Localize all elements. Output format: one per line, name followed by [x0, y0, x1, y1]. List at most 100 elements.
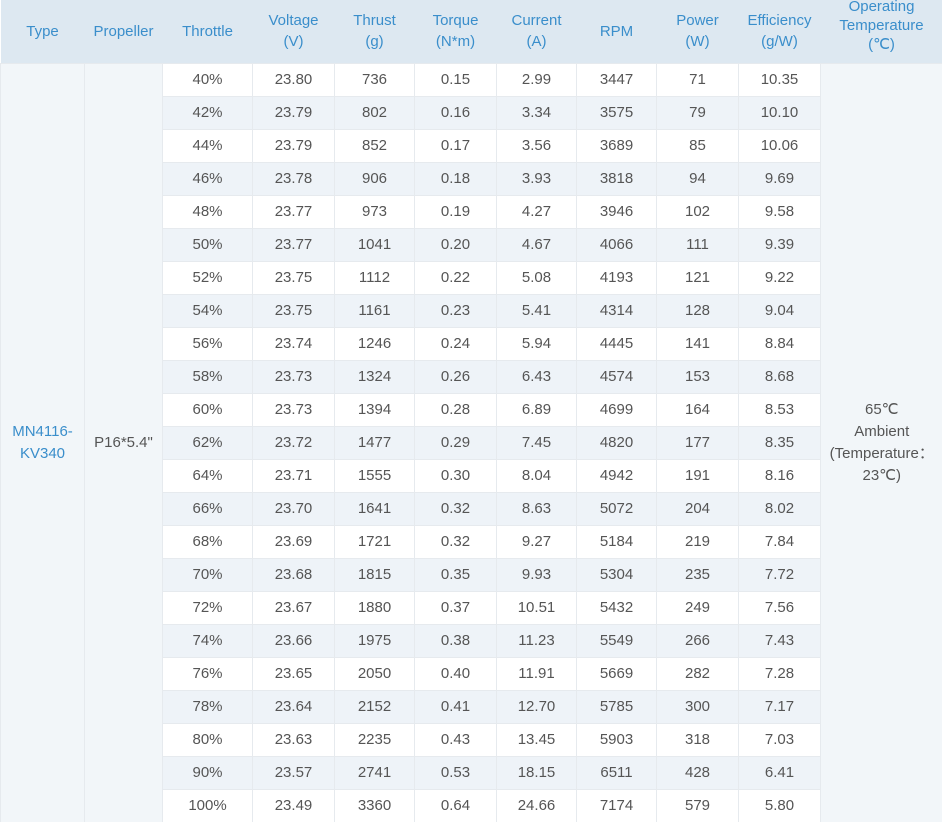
power-cell: 85 — [657, 129, 739, 162]
current-cell: 4.67 — [497, 228, 577, 261]
power-cell: 318 — [657, 723, 739, 756]
throttle-cell: 48% — [163, 195, 253, 228]
rpm-cell: 3946 — [577, 195, 657, 228]
current-cell: 13.45 — [497, 723, 577, 756]
header-torque-label: Torque — [417, 10, 495, 31]
voltage-cell: 23.77 — [253, 228, 335, 261]
header-power: Power (W) — [657, 0, 739, 63]
efficiency-cell: 9.39 — [739, 228, 821, 261]
thrust-cell: 2152 — [335, 690, 415, 723]
rpm-cell: 5072 — [577, 492, 657, 525]
header-power-label: Power — [659, 10, 737, 31]
power-cell: 300 — [657, 690, 739, 723]
header-rpm: RPM — [577, 0, 657, 63]
thrust-cell: 906 — [335, 162, 415, 195]
thrust-cell: 1555 — [335, 459, 415, 492]
rpm-cell: 5432 — [577, 591, 657, 624]
current-cell: 8.63 — [497, 492, 577, 525]
table-header: Type Propeller Throttle Voltage (V) Thru… — [1, 0, 942, 63]
rpm-cell: 3689 — [577, 129, 657, 162]
torque-cell: 0.22 — [415, 261, 497, 294]
voltage-cell: 23.68 — [253, 558, 335, 591]
rpm-cell: 4820 — [577, 426, 657, 459]
efficiency-cell: 7.72 — [739, 558, 821, 591]
power-cell: 71 — [657, 63, 739, 96]
throttle-cell: 64% — [163, 459, 253, 492]
thrust-cell: 1112 — [335, 261, 415, 294]
header-temperature-line2: Temperature — [823, 16, 941, 35]
current-cell: 3.34 — [497, 96, 577, 129]
throttle-cell: 52% — [163, 261, 253, 294]
header-thrust-label: Thrust — [337, 10, 413, 31]
rpm-cell: 3447 — [577, 63, 657, 96]
rpm-cell: 5785 — [577, 690, 657, 723]
torque-cell: 0.29 — [415, 426, 497, 459]
throttle-cell: 50% — [163, 228, 253, 261]
rpm-cell: 4066 — [577, 228, 657, 261]
header-temperature-unit: (℃) — [823, 35, 941, 54]
throttle-cell: 54% — [163, 294, 253, 327]
voltage-cell: 23.78 — [253, 162, 335, 195]
torque-cell: 0.15 — [415, 63, 497, 96]
torque-cell: 0.28 — [415, 393, 497, 426]
voltage-cell: 23.67 — [253, 591, 335, 624]
power-cell: 579 — [657, 789, 739, 822]
thrust-cell: 1394 — [335, 393, 415, 426]
power-cell: 94 — [657, 162, 739, 195]
header-voltage-label: Voltage — [255, 10, 333, 31]
torque-cell: 0.43 — [415, 723, 497, 756]
voltage-cell: 23.71 — [253, 459, 335, 492]
rpm-cell: 3575 — [577, 96, 657, 129]
rpm-cell: 3818 — [577, 162, 657, 195]
header-efficiency-label: Efficiency — [741, 10, 819, 31]
voltage-cell: 23.70 — [253, 492, 335, 525]
torque-cell: 0.40 — [415, 657, 497, 690]
voltage-cell: 23.79 — [253, 129, 335, 162]
power-cell: 235 — [657, 558, 739, 591]
thrust-cell: 1815 — [335, 558, 415, 591]
current-cell: 24.66 — [497, 789, 577, 822]
efficiency-cell: 7.43 — [739, 624, 821, 657]
voltage-cell: 23.65 — [253, 657, 335, 690]
thrust-cell: 1721 — [335, 525, 415, 558]
header-propeller: Propeller — [85, 0, 163, 63]
efficiency-cell: 10.35 — [739, 63, 821, 96]
throttle-cell: 100% — [163, 789, 253, 822]
efficiency-cell: 7.84 — [739, 525, 821, 558]
header-current-unit: (A) — [499, 31, 575, 52]
header-voltage-unit: (V) — [255, 31, 333, 52]
rpm-cell: 4314 — [577, 294, 657, 327]
operating-temperature-line: (Temperature： — [821, 443, 942, 465]
throttle-cell: 46% — [163, 162, 253, 195]
torque-cell: 0.20 — [415, 228, 497, 261]
voltage-cell: 23.74 — [253, 327, 335, 360]
current-cell: 10.51 — [497, 591, 577, 624]
thrust-cell: 1041 — [335, 228, 415, 261]
voltage-cell: 23.63 — [253, 723, 335, 756]
torque-cell: 0.23 — [415, 294, 497, 327]
power-cell: 428 — [657, 756, 739, 789]
efficiency-cell: 7.56 — [739, 591, 821, 624]
voltage-cell: 23.73 — [253, 393, 335, 426]
voltage-cell: 23.73 — [253, 360, 335, 393]
current-cell: 5.94 — [497, 327, 577, 360]
efficiency-cell: 8.35 — [739, 426, 821, 459]
header-throttle: Throttle — [163, 0, 253, 63]
motor-type-line: MN4116- — [1, 421, 84, 443]
thrust-cell: 3360 — [335, 789, 415, 822]
header-thrust-unit: (g) — [337, 31, 413, 52]
power-cell: 102 — [657, 195, 739, 228]
power-cell: 121 — [657, 261, 739, 294]
power-cell: 219 — [657, 525, 739, 558]
power-cell: 282 — [657, 657, 739, 690]
operating-temperature-line: Ambient — [821, 421, 942, 443]
motor-type-cell: MN4116-KV340 — [1, 63, 85, 822]
current-cell: 8.04 — [497, 459, 577, 492]
efficiency-cell: 8.53 — [739, 393, 821, 426]
header-thrust: Thrust (g) — [335, 0, 415, 63]
power-cell: 204 — [657, 492, 739, 525]
torque-cell: 0.53 — [415, 756, 497, 789]
throttle-cell: 78% — [163, 690, 253, 723]
